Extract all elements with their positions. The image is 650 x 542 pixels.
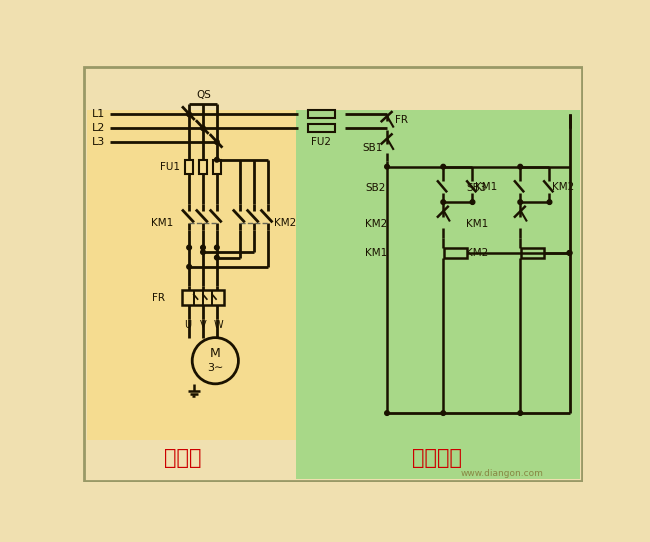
Bar xyxy=(444,248,467,257)
Text: KM1: KM1 xyxy=(466,218,489,229)
Bar xyxy=(307,124,335,132)
Circle shape xyxy=(187,264,192,269)
Text: FU2: FU2 xyxy=(311,137,331,147)
Text: 3∼: 3∼ xyxy=(207,363,224,373)
FancyBboxPatch shape xyxy=(86,111,296,440)
Circle shape xyxy=(470,200,474,204)
Circle shape xyxy=(547,200,552,204)
Text: FR: FR xyxy=(395,115,408,126)
Circle shape xyxy=(201,250,205,254)
Circle shape xyxy=(214,157,219,162)
Bar xyxy=(185,160,193,173)
Text: 主电路: 主电路 xyxy=(164,448,202,468)
FancyBboxPatch shape xyxy=(84,67,582,481)
Circle shape xyxy=(567,250,572,255)
Circle shape xyxy=(214,245,219,250)
Circle shape xyxy=(201,126,205,131)
Circle shape xyxy=(385,411,389,415)
Text: KM2: KM2 xyxy=(274,218,296,228)
Text: KM2: KM2 xyxy=(365,218,387,229)
Text: SB2: SB2 xyxy=(365,183,386,193)
Bar xyxy=(521,248,544,257)
Circle shape xyxy=(518,164,523,169)
Circle shape xyxy=(567,250,572,255)
Text: M: M xyxy=(210,347,221,360)
Text: KM2: KM2 xyxy=(466,248,489,258)
Text: 控制电路: 控制电路 xyxy=(412,448,462,468)
Circle shape xyxy=(518,200,523,204)
Text: L3: L3 xyxy=(92,137,105,147)
Circle shape xyxy=(214,140,219,144)
Circle shape xyxy=(201,245,205,250)
Circle shape xyxy=(441,164,445,169)
Circle shape xyxy=(187,112,192,117)
Bar xyxy=(182,290,224,305)
FancyBboxPatch shape xyxy=(296,111,580,479)
Text: FU1: FU1 xyxy=(160,162,180,172)
Text: L2: L2 xyxy=(92,123,105,133)
Text: SB3: SB3 xyxy=(466,183,487,193)
Circle shape xyxy=(214,255,219,260)
Bar xyxy=(213,160,221,173)
Text: L1: L1 xyxy=(92,109,105,119)
Circle shape xyxy=(518,411,523,415)
Text: KM1: KM1 xyxy=(474,182,497,192)
Circle shape xyxy=(441,411,445,415)
Circle shape xyxy=(441,200,445,204)
Circle shape xyxy=(385,164,389,169)
Bar xyxy=(307,109,335,118)
Text: KM1: KM1 xyxy=(365,248,387,258)
Text: SB1: SB1 xyxy=(363,143,383,153)
Text: W: W xyxy=(214,320,223,330)
Text: KM1: KM1 xyxy=(151,218,173,228)
Text: U: U xyxy=(184,320,191,330)
Text: KM2: KM2 xyxy=(552,182,574,192)
Text: www.diangon.com: www.diangon.com xyxy=(460,469,543,478)
Text: FR: FR xyxy=(152,293,165,302)
Text: QS: QS xyxy=(197,90,212,100)
Text: V: V xyxy=(200,320,206,330)
Bar xyxy=(199,160,207,173)
Circle shape xyxy=(187,245,192,250)
